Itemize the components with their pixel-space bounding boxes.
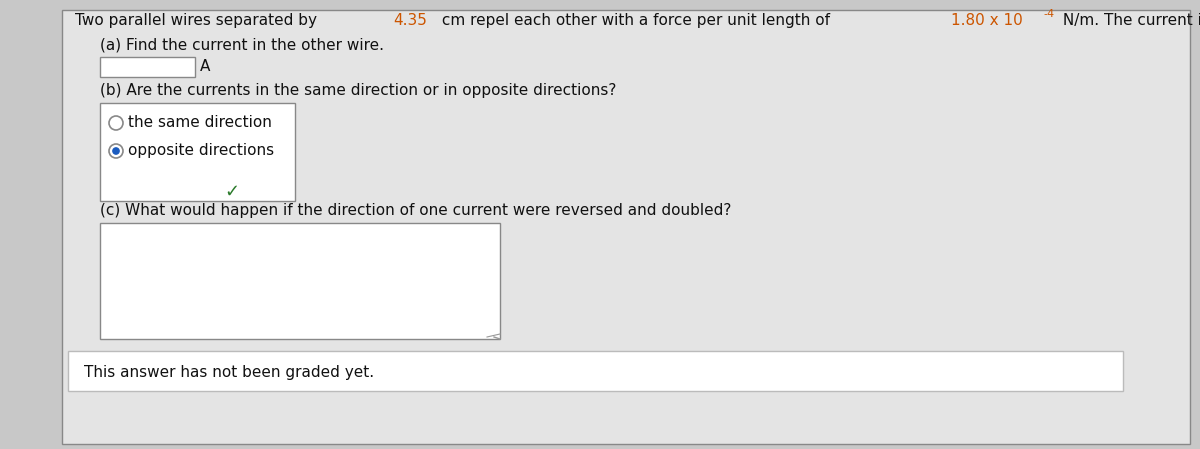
Text: 4.35: 4.35 bbox=[394, 13, 427, 28]
FancyBboxPatch shape bbox=[62, 10, 1190, 444]
Text: N/m. The current in one wire is: N/m. The current in one wire is bbox=[1057, 13, 1200, 28]
FancyBboxPatch shape bbox=[100, 223, 500, 339]
Text: This answer has not been graded yet.: This answer has not been graded yet. bbox=[84, 365, 374, 380]
Text: Two parallel wires separated by: Two parallel wires separated by bbox=[74, 13, 322, 28]
Text: (c) What would happen if the direction of one current were reversed and doubled?: (c) What would happen if the direction o… bbox=[100, 203, 731, 218]
Text: cm repel each other with a force per unit length of: cm repel each other with a force per uni… bbox=[437, 13, 835, 28]
Text: opposite directions: opposite directions bbox=[128, 143, 274, 158]
Text: the same direction: the same direction bbox=[128, 115, 272, 130]
Text: (a) Find the current in the other wire.: (a) Find the current in the other wire. bbox=[100, 37, 384, 52]
FancyBboxPatch shape bbox=[100, 103, 295, 201]
FancyBboxPatch shape bbox=[68, 351, 1123, 391]
Text: -4: -4 bbox=[1043, 9, 1055, 19]
FancyBboxPatch shape bbox=[100, 57, 194, 77]
Text: (b) Are the currents in the same direction or in opposite directions?: (b) Are the currents in the same directi… bbox=[100, 83, 617, 98]
Text: 1.80 x 10: 1.80 x 10 bbox=[950, 13, 1022, 28]
Text: A: A bbox=[200, 59, 210, 74]
Ellipse shape bbox=[112, 147, 120, 155]
Text: ✓: ✓ bbox=[224, 183, 240, 201]
